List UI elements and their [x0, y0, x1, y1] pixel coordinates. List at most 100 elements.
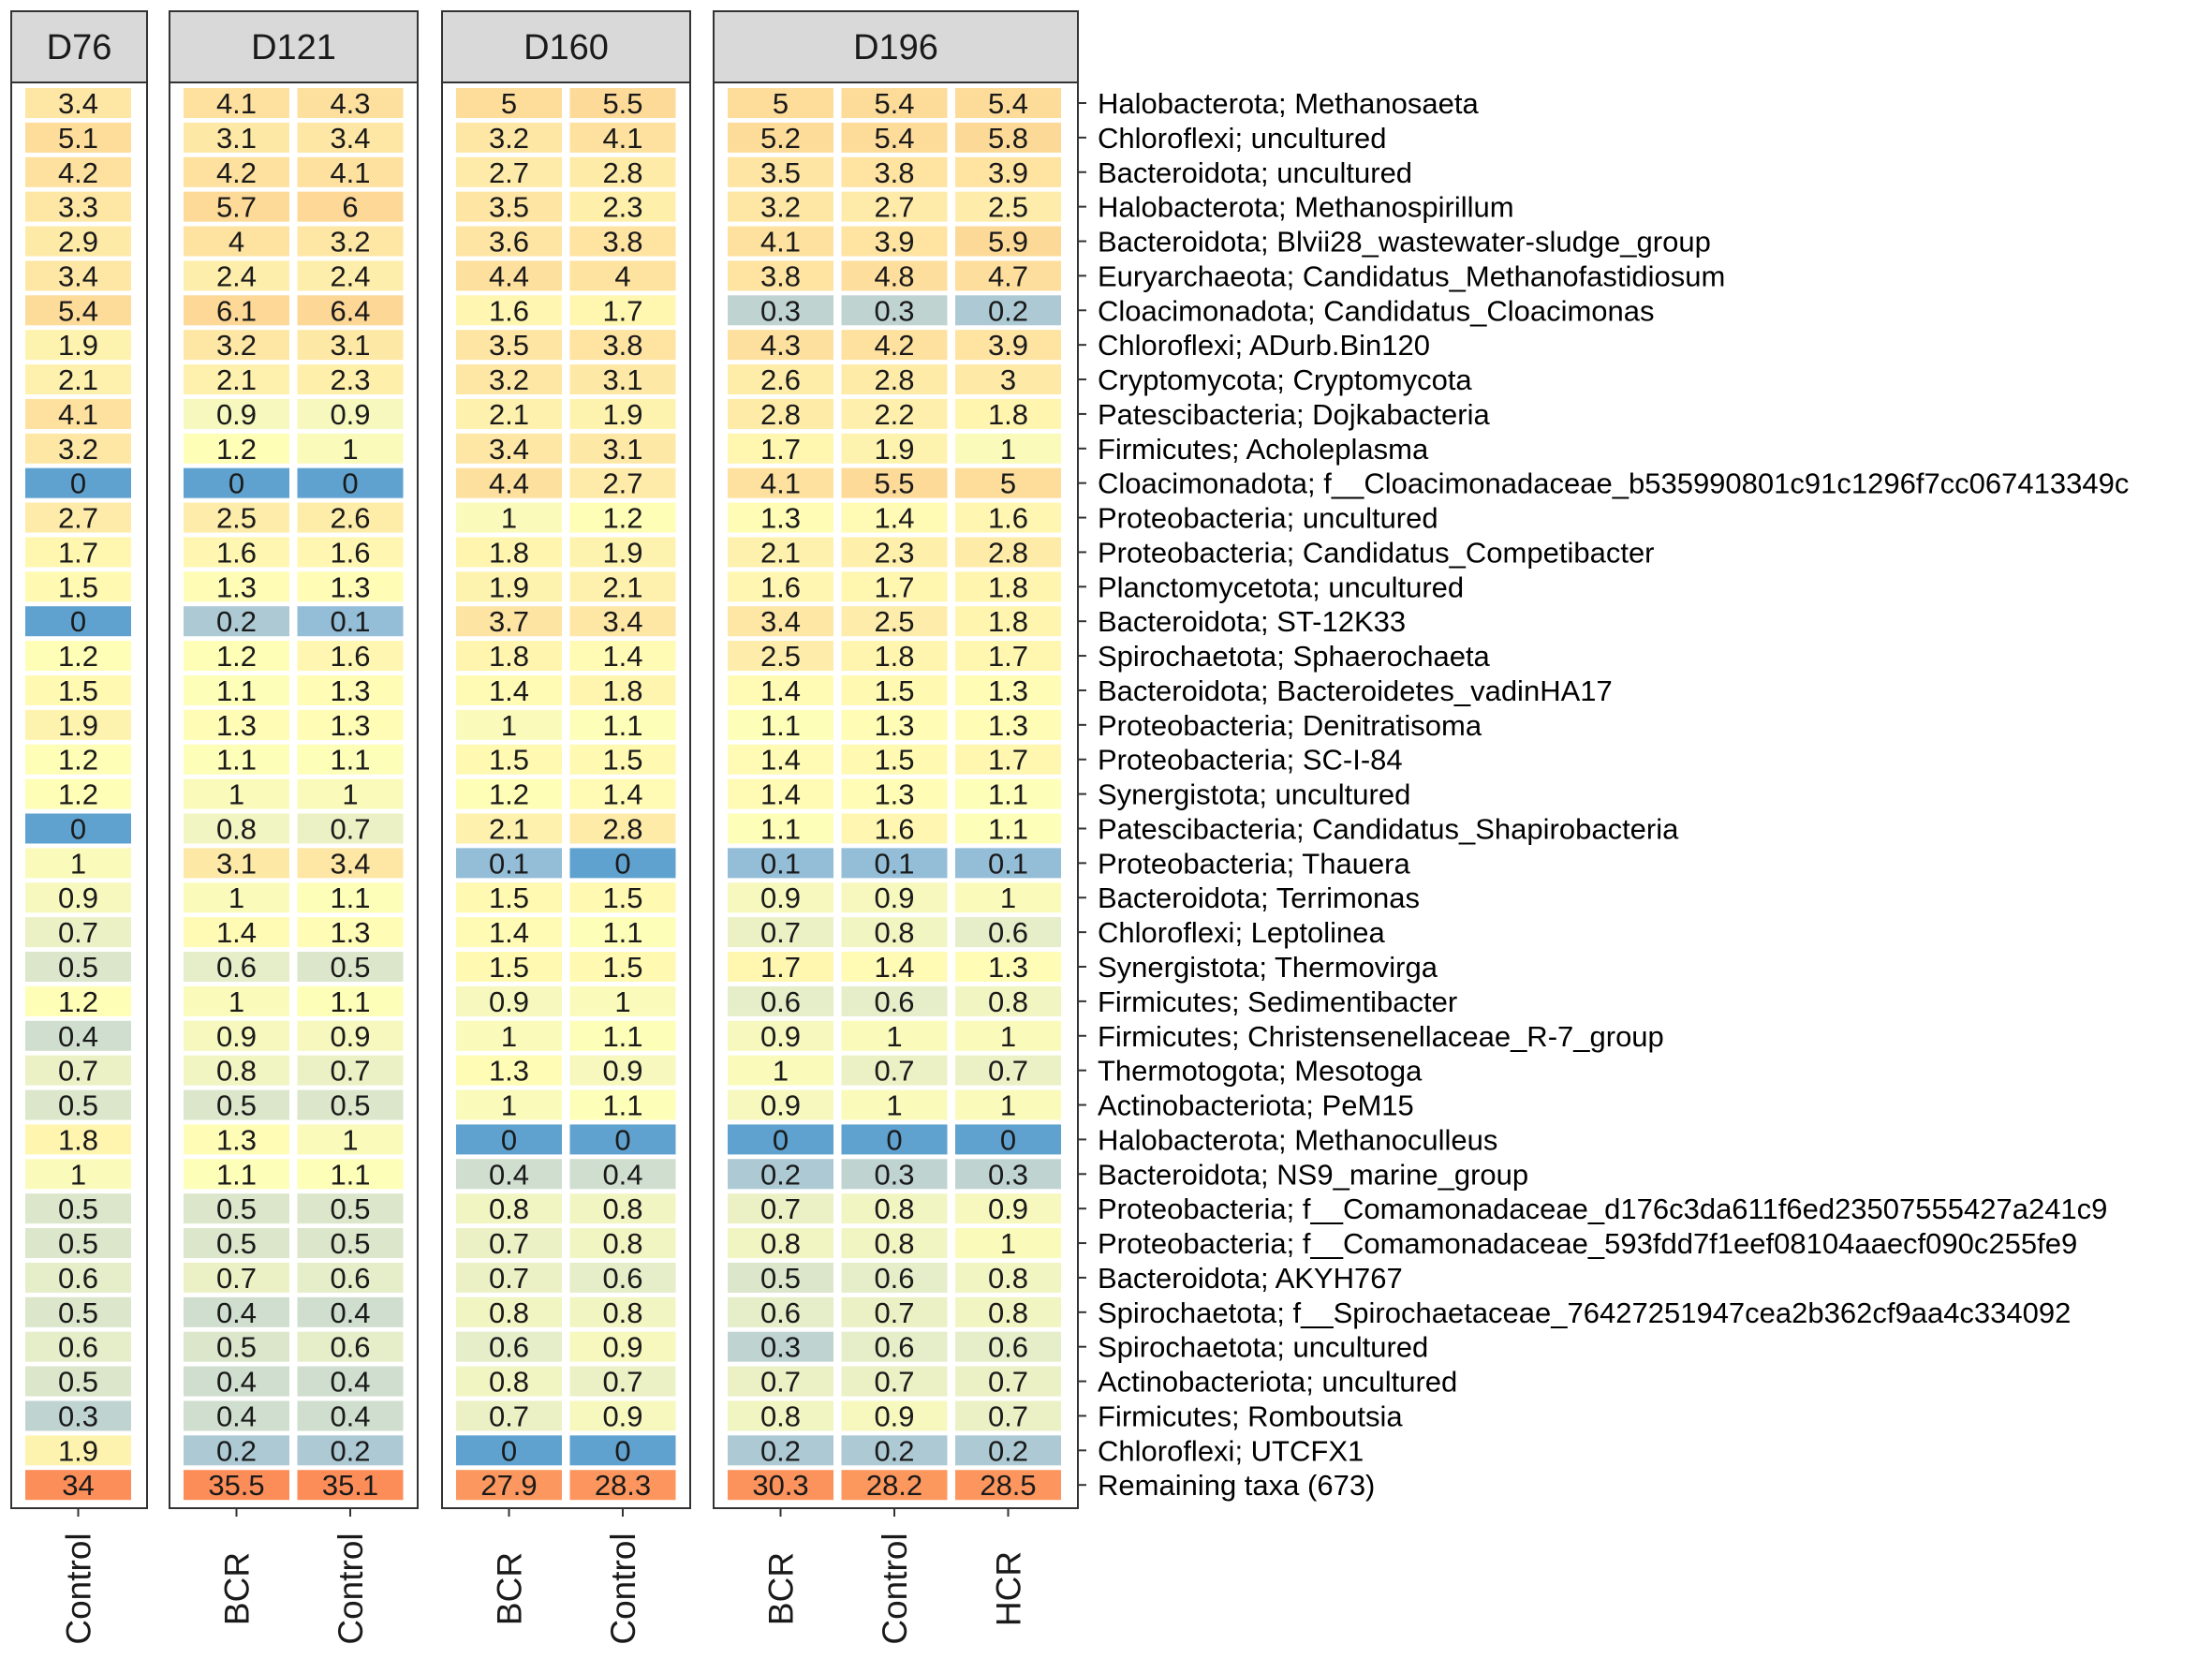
heatmap-cell — [841, 917, 948, 948]
panel-D160: D16053.22.73.53.64.41.63.53.22.13.44.411… — [441, 10, 691, 1645]
cell-value-label: 0.7 — [760, 1192, 801, 1225]
cell-value-label: 1.3 — [874, 709, 914, 742]
row-label: Remaining taxa (673) — [1098, 1469, 1375, 1502]
cell-value-label: 6.1 — [216, 294, 257, 327]
column-label: Control — [60, 1533, 98, 1644]
cell-value-label: 2.3 — [874, 536, 914, 569]
heatmap-cell — [728, 537, 833, 568]
heatmap-cell — [456, 813, 562, 844]
cell-value-label: 1.1 — [760, 709, 801, 742]
heatmap-cell — [297, 1435, 404, 1466]
heatmap-cell — [456, 778, 562, 809]
cell-value-label: 0.7 — [874, 1366, 914, 1399]
cell-value-label: 1.1 — [216, 674, 257, 707]
heatmap-cell — [841, 778, 948, 809]
cell-value-label: 0.5 — [330, 951, 370, 984]
cell-value-label: 0 — [614, 1434, 630, 1467]
cell-value-label: 28.3 — [595, 1469, 651, 1502]
row-label: Bacteroidota; AKYH767 — [1098, 1262, 1403, 1295]
heatmap-cell — [25, 1435, 131, 1466]
row-label: Proteobacteria; Denitratisoma — [1098, 709, 1482, 742]
heatmap-cell — [456, 260, 562, 291]
heatmap-cell — [456, 1055, 562, 1086]
heatmap-cell — [25, 502, 131, 533]
cell-value-label: 0.4 — [216, 1296, 257, 1329]
cell-value-label: 0.4 — [330, 1296, 370, 1329]
cell-value-label: 0.3 — [874, 1158, 914, 1191]
heatmap-cell — [456, 571, 562, 602]
cell-value-label: 0.2 — [988, 294, 1028, 327]
cell-value-label: 3.4 — [58, 87, 98, 120]
heatmap-cell — [456, 295, 562, 326]
heatmap-cell — [955, 537, 1061, 568]
heatmap-cell — [841, 1400, 948, 1431]
heatmap-cell — [25, 122, 131, 153]
cell-value-label: 1.2 — [216, 640, 257, 673]
heatmap-cell — [569, 882, 676, 913]
heatmap-cell — [841, 606, 948, 637]
cell-value-label: 3.9 — [988, 156, 1028, 189]
cell-value-label: 5.8 — [988, 122, 1028, 155]
heatmap-cell — [25, 364, 131, 395]
heatmap-cell — [955, 848, 1061, 879]
row-label: Chloroflexi; Leptolinea — [1098, 916, 1386, 949]
cell-value-label: 3.5 — [489, 329, 529, 362]
cell-value-label: 0.9 — [602, 1400, 642, 1432]
cell-value-label: 1 — [229, 985, 244, 1018]
heatmap-cell — [456, 1124, 562, 1155]
cell-value-label: 0.5 — [58, 1227, 98, 1260]
cell-value-label: 2.6 — [760, 363, 801, 396]
heatmap-cell — [297, 295, 404, 326]
cell-value-label: 2.1 — [602, 570, 642, 603]
cell-value-label: 1.8 — [874, 640, 914, 673]
row-label: Halobacterota; Methanospirillum — [1098, 191, 1514, 224]
cell-value-label: 1.8 — [602, 674, 642, 707]
heatmap-cell — [728, 1400, 833, 1431]
cell-value-label: 1.7 — [760, 951, 801, 984]
heatmap-cell — [569, 537, 676, 568]
cell-value-label: 1 — [614, 985, 630, 1018]
heatmap-cell — [728, 295, 833, 326]
cell-value-label: 4.1 — [216, 87, 257, 120]
cell-value-label: 1.2 — [216, 433, 257, 466]
heatmap-cell — [955, 1470, 1061, 1501]
cell-value-label: 0.3 — [988, 1158, 1028, 1191]
cell-value-label: 0.7 — [988, 1366, 1028, 1399]
heatmap-cell — [25, 260, 131, 291]
heatmap-cell — [25, 882, 131, 913]
heatmap-cell — [456, 537, 562, 568]
cell-value-label: 0.8 — [874, 1192, 914, 1225]
cell-value-label: 0.9 — [760, 1020, 801, 1053]
cell-value-label: 1.8 — [489, 536, 529, 569]
cell-value-label: 6.4 — [330, 294, 370, 327]
heatmap-cell — [728, 1055, 833, 1086]
heatmap-cell — [297, 848, 404, 879]
heatmap-cell — [184, 1228, 289, 1259]
heatmap-cell — [728, 1193, 833, 1224]
heatmap-cell — [456, 1435, 562, 1466]
cell-value-label: 1.5 — [58, 570, 98, 603]
heatmap-cell — [25, 985, 131, 1016]
heatmap-cell — [569, 156, 676, 187]
cell-value-label: 1.3 — [330, 570, 370, 603]
heatmap-cell — [569, 778, 676, 809]
heatmap-cell — [456, 848, 562, 879]
cell-value-label: 1.1 — [330, 881, 370, 914]
cell-value-label: 0.8 — [988, 985, 1028, 1018]
cell-value-label: 0.6 — [330, 1331, 370, 1364]
heatmap-cell — [841, 674, 948, 705]
heatmap-cell — [728, 571, 833, 602]
cell-value-label: 0.5 — [330, 1192, 370, 1225]
heatmap-cell — [456, 606, 562, 637]
heatmap-cell — [955, 1296, 1061, 1327]
cell-value-label: 4.4 — [489, 259, 529, 292]
heatmap-cell — [456, 1228, 562, 1259]
heatmap-cell — [955, 1159, 1061, 1190]
heatmap-cell — [297, 191, 404, 222]
cell-value-label: 0.2 — [760, 1434, 801, 1467]
cell-value-label: 0.7 — [489, 1227, 529, 1260]
heatmap-cell — [297, 674, 404, 705]
cell-value-label: 1.3 — [489, 1055, 529, 1088]
heatmap-cell — [728, 467, 833, 498]
cell-value-label: 3.7 — [489, 605, 529, 638]
